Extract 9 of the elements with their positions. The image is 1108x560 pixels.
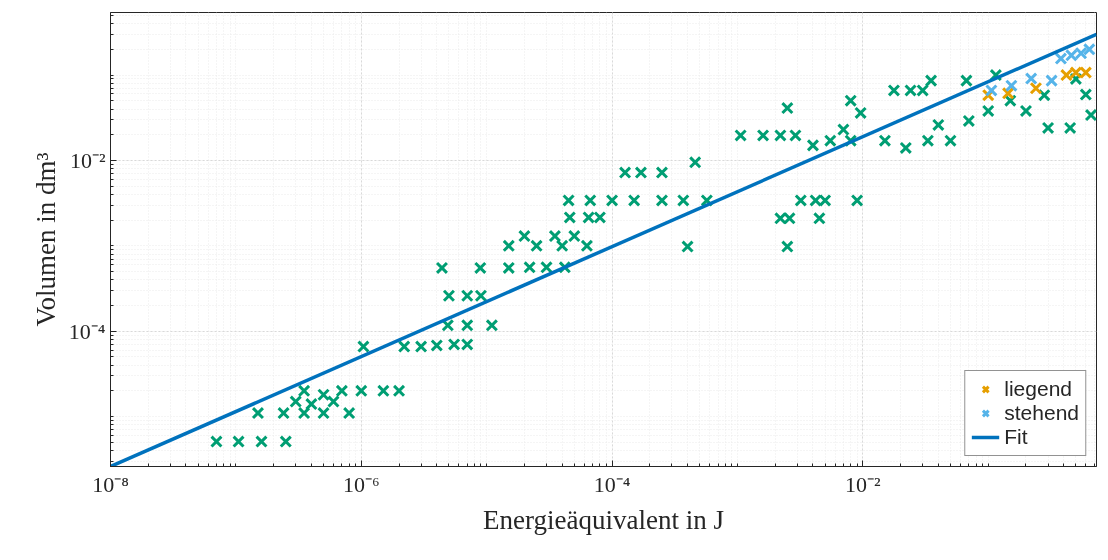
x-tick-label: 10⁻² — [845, 471, 882, 497]
y-axis-title: Volumen in dm³ — [30, 152, 61, 327]
legend-label: Fit — [1004, 425, 1028, 449]
x-axis-title: Energieäquivalent in J — [483, 504, 724, 535]
x-tick-label: 10⁻⁸ — [92, 471, 129, 497]
x-tick-label: 10⁻⁶ — [342, 471, 380, 497]
legend-label: liegend — [1004, 377, 1072, 401]
legend-label: stehend — [1004, 401, 1079, 425]
x-tick-label: 10⁻⁴ — [593, 471, 631, 497]
